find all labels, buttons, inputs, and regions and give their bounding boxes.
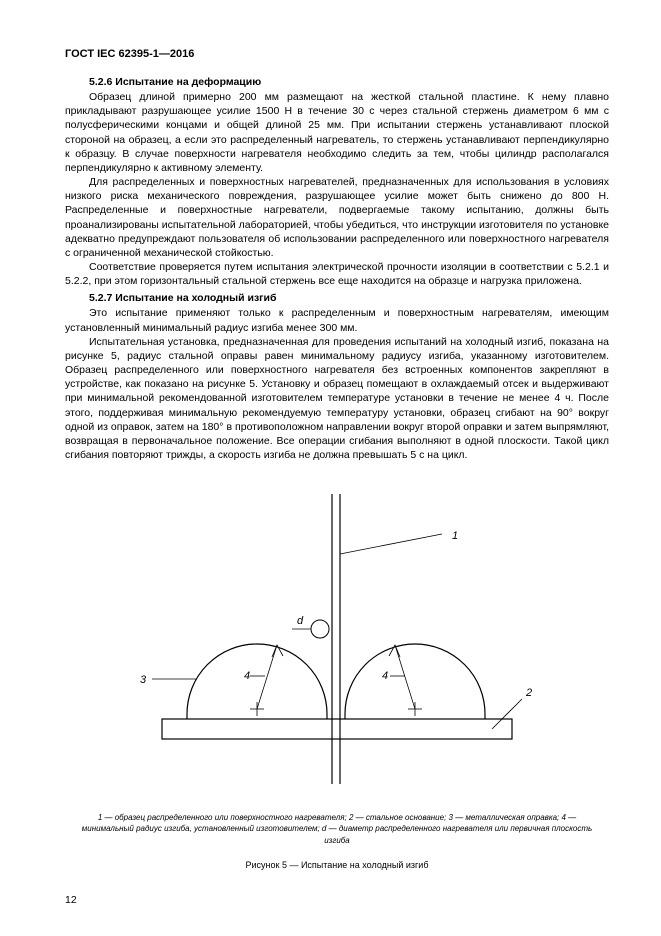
figure-legend: 1 — образец распределенного или поверхно… <box>65 812 609 846</box>
figure-5: d 1 2 3 4 4 1 — образец распределенного … <box>65 484 609 870</box>
figure-label-3: 3 <box>140 674 147 686</box>
figure-label-1: 1 <box>452 530 458 542</box>
paragraph: Это испытание применяют только к распред… <box>65 306 609 334</box>
figure-label-d: d <box>297 615 304 627</box>
page-number: 12 <box>65 894 77 906</box>
section-heading-527: 5.2.7 Испытание на холодный изгиб <box>65 292 609 304</box>
paragraph: Соответствие проверяется путем испытания… <box>65 260 609 288</box>
paragraph: Для распределенных и поверхностных нагре… <box>65 175 609 260</box>
figure-label-4-right: 4 <box>382 670 388 682</box>
figure-caption: Рисунок 5 — Испытание на холодный изгиб <box>65 860 609 870</box>
section-527: 5.2.7 Испытание на холодный изгиб Это ис… <box>65 292 609 462</box>
section-heading-526: 5.2.6 Испытание на деформацию <box>65 76 609 88</box>
figure-label-4-left: 4 <box>244 670 250 682</box>
figure-label-2: 2 <box>525 687 532 699</box>
document-header: ГОСТ IEC 62395-1—2016 <box>65 48 609 60</box>
section-526: 5.2.6 Испытание на деформацию Образец дл… <box>65 76 609 288</box>
paragraph: Испытательная установка, предназначенная… <box>65 335 609 463</box>
paragraph: Образец длиной примерно 200 мм размещают… <box>65 90 609 175</box>
figure-5-diagram: d 1 2 3 4 4 <box>122 484 552 794</box>
